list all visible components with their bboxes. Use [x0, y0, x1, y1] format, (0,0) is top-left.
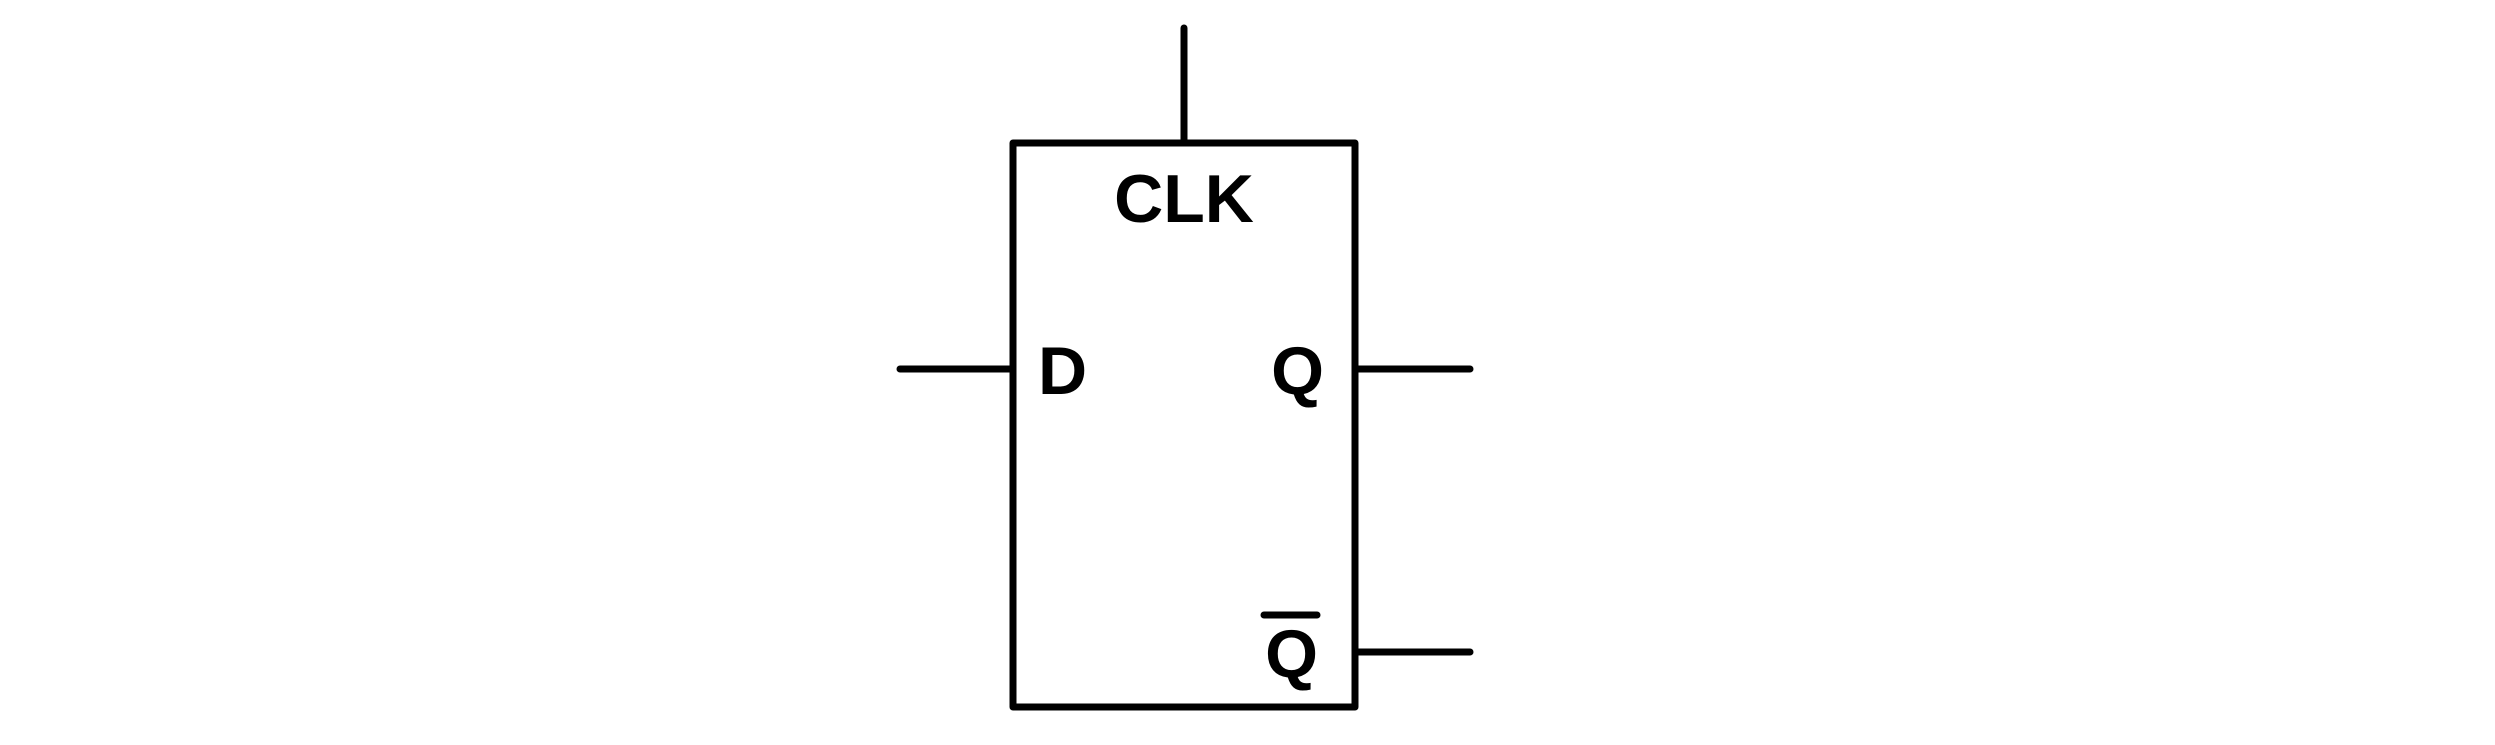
q-label: Q [1271, 333, 1324, 409]
clk-label: CLK [1114, 161, 1254, 237]
q-bar-label: Q [1265, 616, 1318, 692]
d-label: D [1038, 333, 1087, 409]
